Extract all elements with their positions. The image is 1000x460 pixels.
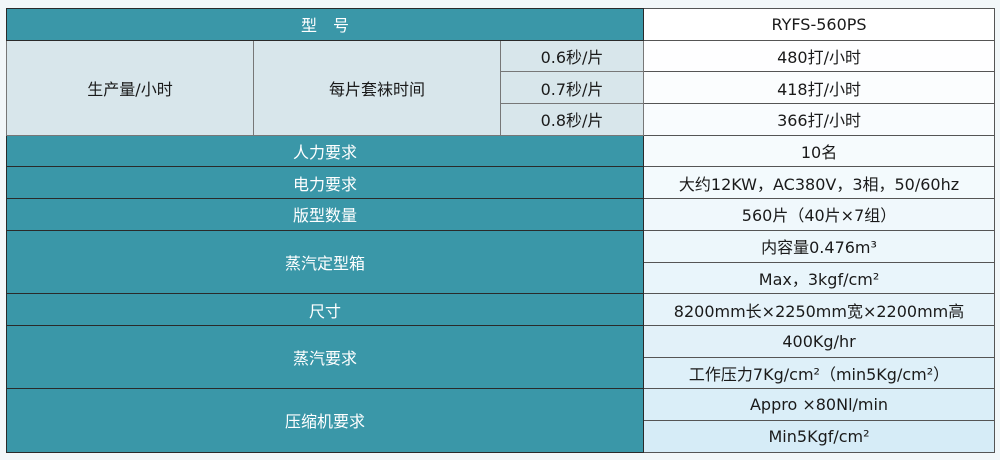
output-sub-label: 每片套袜时间	[253, 39, 501, 136]
steam-value: 400Kg/hr	[643, 324, 996, 358]
time-cell: 0.8秒/片	[499, 103, 645, 136]
compressor-label: 压缩机要求	[5, 388, 645, 453]
compressor-value: Appro ×80Nl/min	[643, 388, 996, 421]
output-label: 生产量/小时	[6, 39, 254, 136]
labor-value: 10名	[643, 134, 996, 168]
output-value: 418打/小时	[643, 71, 996, 105]
size-label: 尺寸	[5, 293, 645, 326]
compressor-value: Min5Kgf/cm²	[643, 419, 996, 453]
spec-table: 型 号 RYFS-560PS 生产量/小时 每片套袜时间 0.6秒/片 480打…	[5, 8, 996, 453]
steam-box-label: 蒸汽定型箱	[5, 229, 645, 295]
plates-value: 560片（40片×7组）	[643, 198, 996, 231]
size-value: 8200mm长×2250mm宽×2200mm高	[643, 293, 996, 326]
model-value: RYFS-560PS	[643, 8, 996, 41]
steam-label: 蒸汽要求	[5, 324, 645, 390]
output-value: 366打/小时	[643, 103, 996, 136]
output-value: 480打/小时	[643, 39, 996, 73]
power-label: 电力要求	[5, 166, 645, 200]
labor-label: 人力要求	[5, 134, 645, 168]
model-label: 型 号	[5, 8, 645, 41]
time-cell: 0.7秒/片	[499, 71, 645, 105]
power-value: 大约12KW，AC380V，3相，50/60hz	[643, 166, 996, 200]
time-cell: 0.6秒/片	[499, 39, 645, 73]
plates-label: 版型数量	[5, 198, 645, 231]
steam-box-value: Max，3kgf/cm²	[643, 261, 996, 295]
steam-box-value: 内容量0.476m³	[643, 229, 996, 263]
steam-value: 工作压力7Kg/cm²（min5Kg/cm²）	[643, 356, 996, 390]
